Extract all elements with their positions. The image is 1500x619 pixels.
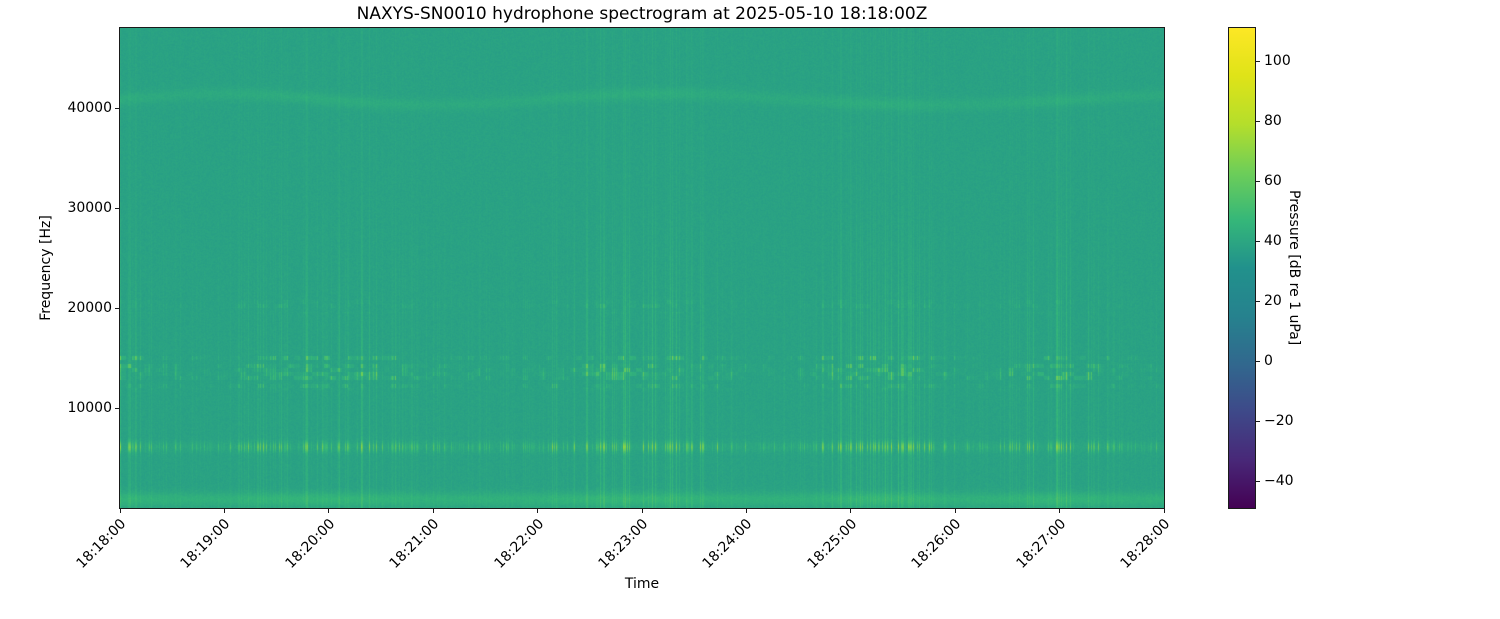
colorbar-tick-label: 40 — [1264, 233, 1282, 249]
x-tick-label: 18:21:00 — [386, 516, 443, 572]
x-tick-label: 18:28:00 — [1117, 516, 1174, 572]
x-tick-mark — [954, 508, 956, 513]
x-axis-label: Time — [624, 576, 660, 592]
colorbar-tick-mark — [1255, 60, 1260, 62]
x-tick-mark — [119, 508, 121, 513]
colorbar-tick-mark — [1255, 240, 1260, 242]
x-tick-mark — [641, 508, 643, 513]
colorbar-tick-label: −40 — [1264, 473, 1294, 489]
colorbar-label: Pressure [dB re 1 uPa] — [1286, 190, 1302, 346]
colorbar-tick-label: 80 — [1264, 113, 1282, 129]
x-tick-label: 18:25:00 — [804, 516, 861, 572]
x-tick-label: 18:22:00 — [491, 516, 547, 572]
y-tick-label: 40000 — [67, 100, 112, 116]
x-tick-mark — [745, 508, 747, 513]
x-tick-label: 18:26:00 — [908, 516, 965, 572]
x-tick-label: 18:24:00 — [699, 516, 756, 572]
x-tick-label: 18:20:00 — [282, 516, 339, 572]
x-tick-mark — [1163, 508, 1165, 513]
colorbar-tick-label: 20 — [1264, 293, 1282, 309]
colorbar-tick-mark — [1255, 300, 1260, 302]
x-tick-mark — [850, 508, 852, 513]
y-tick-mark — [115, 307, 120, 309]
x-tick-label: 18:19:00 — [177, 516, 234, 572]
spectrogram-heatmap — [120, 28, 1164, 508]
colorbar-tick-mark — [1255, 420, 1260, 422]
x-tick-mark — [537, 508, 539, 513]
y-tick-label: 10000 — [67, 400, 112, 416]
x-tick-mark — [223, 508, 225, 513]
chart-title: NAXYS-SN0010 hydrophone spectrogram at 2… — [356, 4, 928, 24]
colorbar-tick-mark — [1255, 480, 1260, 482]
y-tick-mark — [115, 207, 120, 209]
x-tick-mark — [1059, 508, 1061, 513]
x-tick-label: 18:23:00 — [595, 516, 652, 572]
colorbar-tick-mark — [1255, 120, 1260, 122]
colorbar — [1228, 27, 1256, 509]
colorbar-tick-label: 60 — [1264, 173, 1282, 189]
y-tick-mark — [115, 107, 120, 109]
x-tick-mark — [432, 508, 434, 513]
x-tick-label: 18:18:00 — [73, 516, 130, 572]
x-tick-mark — [328, 508, 330, 513]
colorbar-tick-label: −20 — [1264, 413, 1294, 429]
colorbar-tick-label: 0 — [1264, 353, 1273, 369]
colorbar-tick-label: 100 — [1264, 53, 1291, 69]
y-tick-mark — [115, 407, 120, 409]
y-tick-label: 20000 — [67, 300, 112, 316]
plot-area — [119, 27, 1165, 509]
colorbar-tick-mark — [1255, 360, 1260, 362]
y-tick-label: 30000 — [67, 200, 112, 216]
spectrogram-figure: NAXYS-SN0010 hydrophone spectrogram at 2… — [38, 4, 1302, 592]
x-tick-label: 18:27:00 — [1013, 516, 1069, 572]
colorbar-tick-mark — [1255, 180, 1260, 182]
